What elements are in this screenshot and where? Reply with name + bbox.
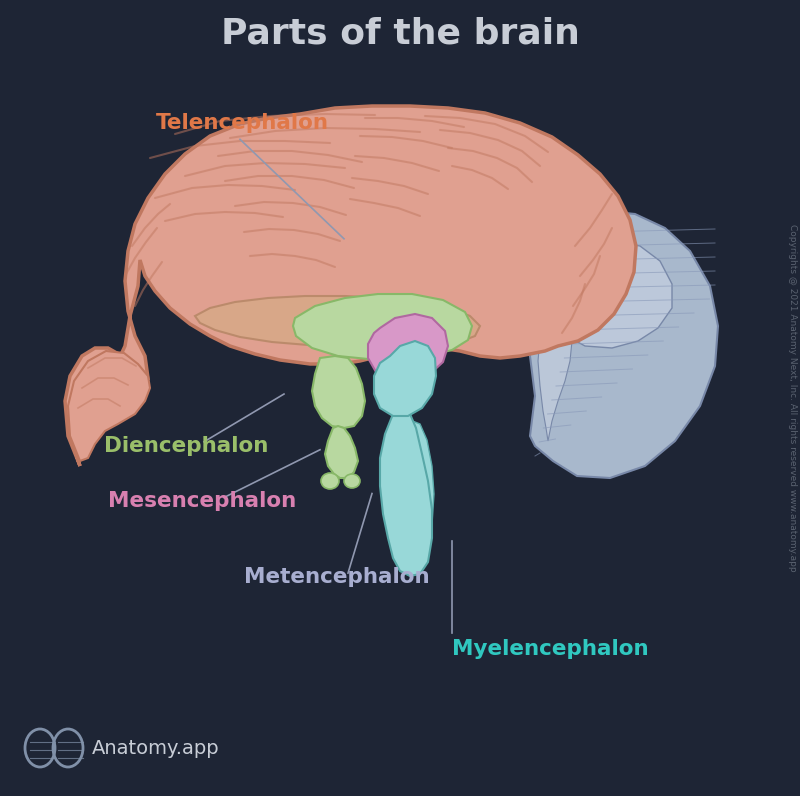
- Text: Parts of the brain: Parts of the brain: [221, 17, 579, 51]
- Text: Diencephalon: Diencephalon: [104, 435, 268, 456]
- Polygon shape: [68, 351, 150, 461]
- Text: Copyrights @ 2021 Anatomy Next, Inc. All rights reserved www.anatomy.app: Copyrights @ 2021 Anatomy Next, Inc. All…: [787, 224, 797, 572]
- Polygon shape: [545, 241, 672, 348]
- Polygon shape: [195, 296, 480, 346]
- Polygon shape: [384, 420, 434, 574]
- Text: Anatomy.app: Anatomy.app: [92, 739, 220, 758]
- Text: Metencephalon: Metencephalon: [244, 567, 430, 587]
- Polygon shape: [374, 341, 436, 416]
- Text: Mesencephalon: Mesencephalon: [108, 491, 296, 512]
- Text: Telencephalon: Telencephalon: [156, 113, 329, 134]
- Text: Myelencephalon: Myelencephalon: [452, 638, 649, 659]
- Polygon shape: [293, 294, 472, 359]
- Ellipse shape: [321, 473, 339, 489]
- Polygon shape: [530, 211, 718, 478]
- Polygon shape: [325, 426, 358, 478]
- Polygon shape: [538, 316, 572, 441]
- Ellipse shape: [344, 474, 360, 488]
- Polygon shape: [380, 410, 432, 576]
- Polygon shape: [312, 356, 365, 428]
- Polygon shape: [65, 106, 636, 466]
- Polygon shape: [368, 314, 448, 380]
